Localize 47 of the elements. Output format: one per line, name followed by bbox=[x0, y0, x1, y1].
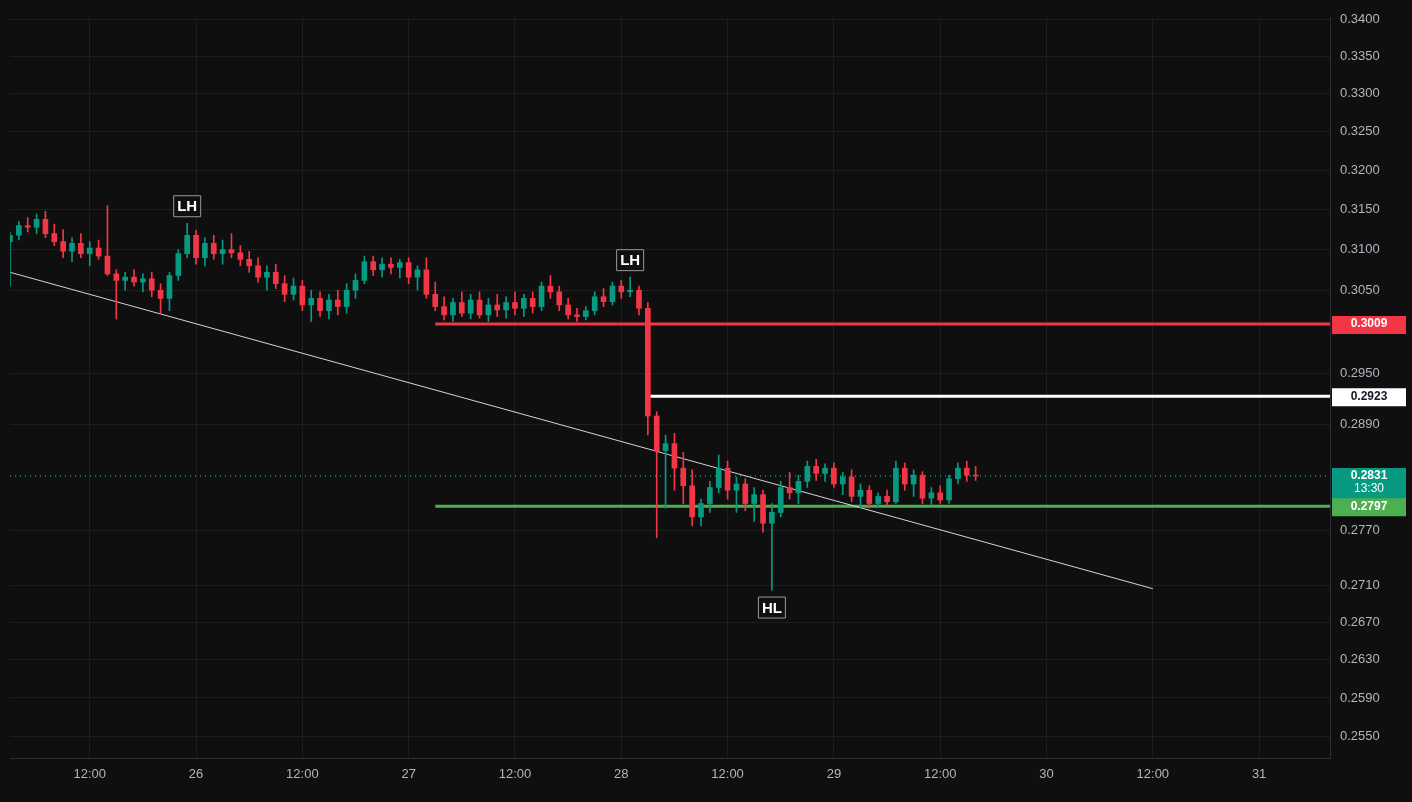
x-tick-label: 27 bbox=[401, 765, 416, 781]
candlestick bbox=[140, 273, 146, 293]
x-tick-label: 28 bbox=[614, 765, 629, 781]
candlestick bbox=[627, 276, 633, 298]
x-tick-label: 12:00 bbox=[286, 765, 319, 781]
candlestick bbox=[264, 265, 270, 291]
candlestick bbox=[769, 503, 775, 591]
y-tick-label: 0.2770 bbox=[1340, 521, 1380, 537]
candlestick bbox=[388, 257, 394, 275]
x-tick-label: 31 bbox=[1251, 765, 1267, 781]
annotation: LH bbox=[177, 197, 198, 215]
x-tick-label: 12:00 bbox=[1136, 765, 1170, 781]
candlestick bbox=[113, 269, 120, 320]
y-tick-label: 0.2630 bbox=[1340, 651, 1380, 667]
x-tick-label: 12:00 bbox=[498, 765, 532, 781]
data-label: 0.2797 bbox=[1350, 498, 1388, 513]
y-tick-label: 0.3150 bbox=[1340, 201, 1380, 217]
data-label: 0.3009 bbox=[1350, 316, 1388, 331]
x-tick-label: 30 bbox=[1039, 765, 1054, 781]
x-tick-label: 12:00 bbox=[923, 765, 957, 781]
candlestick bbox=[86, 241, 93, 267]
y-tick-label: 0.3200 bbox=[1340, 162, 1380, 178]
data-label: 0.2923 bbox=[1350, 388, 1388, 403]
candlestick bbox=[122, 271, 128, 291]
y-tick-label: 0.2950 bbox=[1340, 364, 1380, 380]
annotation: HL bbox=[761, 598, 782, 616]
y-tick-label: 0.3100 bbox=[1340, 241, 1380, 257]
y-tick-label: 0.3350 bbox=[1340, 47, 1380, 63]
candlestick bbox=[494, 293, 501, 317]
y-tick-label: 0.2590 bbox=[1340, 689, 1380, 705]
candlestick bbox=[24, 217, 31, 233]
y-tick-label: 0.2890 bbox=[1340, 416, 1380, 432]
x-tick-label: 12:00 bbox=[711, 765, 744, 781]
y-tick-label: 0.3250 bbox=[1340, 123, 1380, 139]
y-tick-label: 0.2670 bbox=[1340, 613, 1380, 629]
text: 13:30 bbox=[1353, 481, 1385, 496]
candlestick bbox=[308, 289, 315, 322]
x-tick-label: 29 bbox=[826, 765, 842, 781]
annotation: LH bbox=[620, 251, 641, 269]
x-tick-label: 26 bbox=[188, 765, 204, 781]
ref-line-label: 0.2831 bbox=[1350, 468, 1388, 483]
y-tick-label: 0.2550 bbox=[1340, 728, 1380, 744]
y-tick-label: 0.3400 bbox=[1340, 10, 1380, 26]
y-tick-label: 0.3300 bbox=[1340, 85, 1380, 101]
y-tick-label: 0.2710 bbox=[1340, 576, 1380, 592]
y-tick-label: 0.3050 bbox=[1340, 281, 1380, 297]
x-tick-label: 12:00 bbox=[73, 765, 106, 781]
